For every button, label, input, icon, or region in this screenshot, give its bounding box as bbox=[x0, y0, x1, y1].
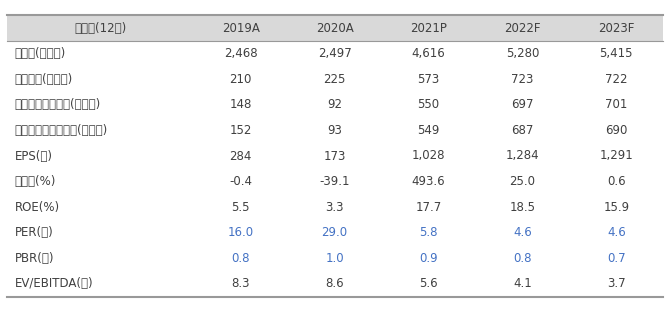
Text: 573: 573 bbox=[417, 73, 440, 86]
Text: 8.3: 8.3 bbox=[232, 277, 250, 290]
Text: 5,280: 5,280 bbox=[506, 47, 539, 60]
Text: 2022F: 2022F bbox=[505, 22, 541, 35]
Text: 2,468: 2,468 bbox=[224, 47, 257, 60]
Text: 690: 690 bbox=[605, 124, 628, 137]
Text: 3.7: 3.7 bbox=[607, 277, 626, 290]
Text: 매출액(십억원): 매출액(십억원) bbox=[15, 47, 66, 60]
Text: 5.6: 5.6 bbox=[419, 277, 438, 290]
Text: 2023F: 2023F bbox=[598, 22, 634, 35]
Text: 2019A: 2019A bbox=[222, 22, 260, 35]
Text: 25.0: 25.0 bbox=[509, 175, 535, 188]
Text: 152: 152 bbox=[230, 124, 252, 137]
Text: 1,028: 1,028 bbox=[412, 149, 446, 163]
Text: 15.9: 15.9 bbox=[603, 201, 629, 214]
Bar bbox=[7, 15, 663, 41]
Text: -39.1: -39.1 bbox=[320, 175, 350, 188]
Text: 4.6: 4.6 bbox=[513, 226, 532, 239]
Text: 18.5: 18.5 bbox=[509, 201, 535, 214]
Text: 4.6: 4.6 bbox=[607, 226, 626, 239]
Text: 8.6: 8.6 bbox=[326, 277, 344, 290]
Text: 549: 549 bbox=[417, 124, 440, 137]
Text: 1.0: 1.0 bbox=[326, 252, 344, 265]
Text: 4,616: 4,616 bbox=[411, 47, 446, 60]
Text: 29.0: 29.0 bbox=[322, 226, 348, 239]
Text: EPS(원): EPS(원) bbox=[15, 149, 52, 163]
Text: 697: 697 bbox=[511, 98, 534, 111]
Text: 0.7: 0.7 bbox=[607, 252, 626, 265]
Text: 210: 210 bbox=[230, 73, 252, 86]
Text: 0.6: 0.6 bbox=[607, 175, 626, 188]
Text: 증감율(%): 증감율(%) bbox=[15, 175, 56, 188]
Text: 148: 148 bbox=[230, 98, 252, 111]
Text: 5.8: 5.8 bbox=[419, 226, 438, 239]
Text: 0.8: 0.8 bbox=[232, 252, 250, 265]
Text: 2021P: 2021P bbox=[410, 22, 447, 35]
Text: 17.7: 17.7 bbox=[415, 201, 442, 214]
Text: 지배주주지분순이익(십억원): 지배주주지분순이익(십억원) bbox=[15, 124, 108, 137]
Text: 493.6: 493.6 bbox=[412, 175, 446, 188]
Text: 173: 173 bbox=[324, 149, 346, 163]
Text: 결산기(12월): 결산기(12월) bbox=[74, 22, 127, 35]
Text: 687: 687 bbox=[511, 124, 533, 137]
Text: 16.0: 16.0 bbox=[228, 226, 254, 239]
Text: 92: 92 bbox=[327, 98, 342, 111]
Text: 5.5: 5.5 bbox=[232, 201, 250, 214]
Text: 93: 93 bbox=[327, 124, 342, 137]
Text: 723: 723 bbox=[511, 73, 533, 86]
Text: 4.1: 4.1 bbox=[513, 277, 532, 290]
Text: PER(배): PER(배) bbox=[15, 226, 54, 239]
Text: 1,291: 1,291 bbox=[600, 149, 633, 163]
Text: EV/EBITDA(배): EV/EBITDA(배) bbox=[15, 277, 93, 290]
Text: 722: 722 bbox=[605, 73, 628, 86]
Text: 3.3: 3.3 bbox=[326, 201, 344, 214]
Text: -0.4: -0.4 bbox=[229, 175, 253, 188]
Text: 2020A: 2020A bbox=[316, 22, 354, 35]
Text: 1,284: 1,284 bbox=[506, 149, 539, 163]
Text: 계속사업세전순익(십억원): 계속사업세전순익(십억원) bbox=[15, 98, 100, 111]
Text: 2,497: 2,497 bbox=[318, 47, 352, 60]
Text: 225: 225 bbox=[324, 73, 346, 86]
Text: 0.9: 0.9 bbox=[419, 252, 438, 265]
Text: 284: 284 bbox=[230, 149, 252, 163]
Text: 영업이익(십억원): 영업이익(십억원) bbox=[15, 73, 73, 86]
Text: 0.8: 0.8 bbox=[513, 252, 532, 265]
Text: 5,415: 5,415 bbox=[600, 47, 633, 60]
Text: PBR(배): PBR(배) bbox=[15, 252, 54, 265]
Text: 701: 701 bbox=[605, 98, 628, 111]
Text: 550: 550 bbox=[417, 98, 440, 111]
Text: ROE(%): ROE(%) bbox=[15, 201, 60, 214]
